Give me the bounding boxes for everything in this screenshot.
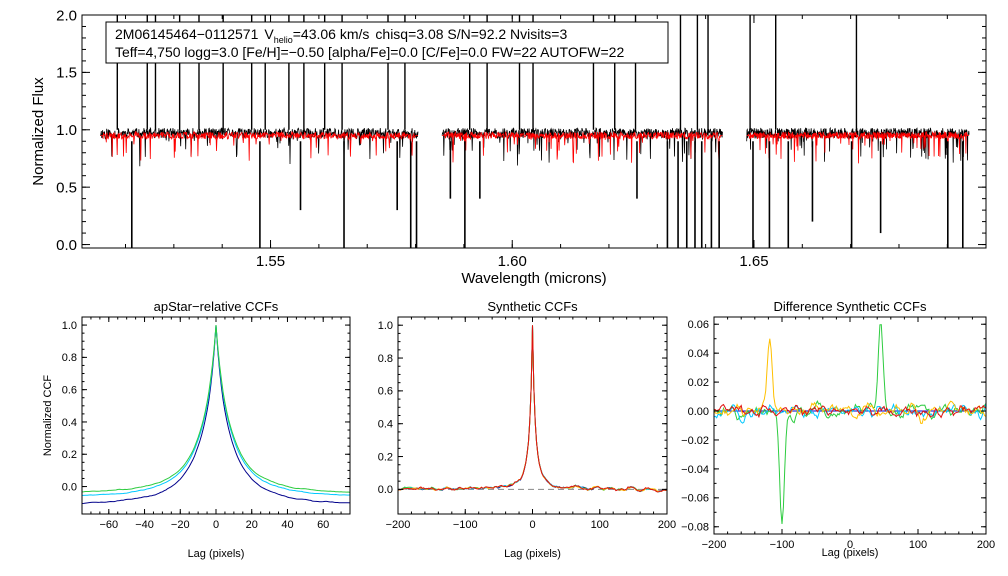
synthetic-ccf-x-axis-label: Lag (pixels) [504,548,561,560]
apstar-ccf-title: apStar−relative CCFs [154,299,279,314]
y-tick-label: 0.00 [688,406,709,418]
green-difference-line [713,324,987,524]
cyan-ccf-line [397,325,668,493]
synthetic-ccf-panel: Synthetic CCFs −200 −100 0 100 200 0.0 0.2 0.4 0… [378,299,676,560]
y-tick-label: 0.6 [378,386,393,398]
y-tick-label: 1.0 [62,320,77,332]
y-tick-label: 1.0 [378,320,393,332]
y-tick-label: −0.02 [681,435,709,447]
difference-ccf-title: Difference Synthetic CCFs [774,299,927,314]
y-tick-label: −0.04 [681,464,709,476]
x-tick-label: −100 [770,539,795,551]
apstar-ccf-plot-area [81,325,351,504]
y-tick-label: 1.5 [56,65,77,82]
x-tick-label: 200 [658,519,676,531]
y-tick-label: 0.0 [62,481,77,493]
yellow-difference-line [713,338,987,425]
annotation-box: 2M06145464−0112571 Vhelio=43.06 km/s chisq… [105,21,669,64]
spectrum-axes: 1.55 1.60 1.65 0.0 0.5 1.0 1.5 2.0 [56,7,986,270]
y-tick-label: −0.08 [681,522,709,534]
apstar-ccf-y-axis-label: Normalized CCF [42,375,54,457]
spectrum-frame [81,14,987,249]
apstar-ccf-frame [81,316,351,515]
annotation-line-1: 2M06145464−0112571 Vhelio=43.06 km/s chisq… [115,26,567,45]
y-tick-label: −0.06 [681,493,709,505]
x-tick-label: 20 [246,519,258,531]
difference-ccf-plot-area [713,324,987,524]
apstar-ccf-x-axis-label: Lag (pixels) [188,548,245,560]
y-tick-label: 2.0 [56,7,77,24]
annotation-line-2: Teff=4,750 logg=3.0 [Fe/H]=−0.50 [alpha/… [115,44,624,60]
synthetic-ccf-title: Synthetic CCFs [487,299,578,314]
x-tick-label: 100 [591,519,609,531]
apstar-ccf-axes: −60 −40 −20 0 20 40 60 0.0 0.2 0.4 0.6 0.8 1.0 [62,316,351,531]
x-tick-label: −20 [171,519,190,531]
v-label: V [264,26,274,42]
y-tick-label: 0.4 [378,419,393,431]
x-tick-label: −200 [386,519,411,531]
x-tick-label: 1.55 [256,253,285,270]
y-tick-label: 0.06 [688,319,709,331]
synthetic-ccf-axes: −200 −100 0 100 200 0.0 0.2 0.4 0.6 0.8 1.0 [378,316,676,531]
y-tick-label: 0.4 [62,417,77,429]
y-tick-label: 0.5 [56,179,77,196]
x-tick-label: −100 [453,519,478,531]
v-subscript: helio [274,35,293,45]
difference-ccf-x-axis-label: Lag (pixels) [822,547,879,559]
y-tick-label: 0.0 [378,484,393,496]
x-tick-label: 0 [529,519,535,531]
blue-ccf-line [397,325,668,493]
difference-ccf-frame [713,316,987,535]
x-tick-label: 60 [317,519,329,531]
y-tick-label: 0.2 [378,451,393,463]
synthetic-ccf-plot-area [397,325,668,493]
green-ccf-line [81,325,351,493]
x-tick-label: 1.60 [498,253,527,270]
x-tick-label: 200 [977,539,995,551]
difference-ccf-axes: −200 −100 0 100 200 −0.08 −0.06 −0.04 −0.02 0.00 0… [681,317,995,551]
yellow-ccf-line [397,325,668,492]
y-tick-label: 0.02 [688,377,709,389]
y-tick-label: 0.2 [62,449,77,461]
red-ccf-line [397,325,668,493]
x-tick-label: 40 [281,519,293,531]
y-tick-label: 0.04 [688,348,709,360]
red-difference-line [713,403,987,419]
spectrum-x-axis-label: Wavelength (microns) [461,270,606,287]
y-tick-label: 0.8 [62,352,77,364]
y-tick-label: 1.0 [56,122,77,139]
x-tick-label: 100 [909,539,927,551]
v-value: =43.06 km/s [293,26,370,42]
blue-ccf-line [81,325,351,504]
x-tick-label: 1.65 [739,253,768,270]
y-tick-label: 0.8 [378,353,393,365]
x-tick-label: 0 [213,519,219,531]
observed-spectrum-line [441,127,723,166]
x-tick-label: −60 [99,519,118,531]
y-tick-label: 0.6 [62,385,77,397]
x-tick-label: −40 [135,519,154,531]
green-ccf-line [397,325,668,493]
apstar-ccf-panel: apStar−relative CCFs −60 −40 −20 0 20 40 60 0.0… [42,299,351,560]
star-id: 2M06145464−0112571 [115,26,259,42]
x-tick-label: 0 [847,539,853,551]
x-tick-label: −200 [702,539,727,551]
y-tick-label: 0.0 [56,237,77,254]
fit-stats: chisq=3.08 S/N=92.2 Nvisits=3 [375,26,567,42]
difference-ccf-panel: Difference Synthetic CCFs −200 −100 0 100 20… [681,299,995,559]
spectrum-panel: 1.55 1.60 1.65 0.0 0.5 1.0 1.5 2.0 Wavelength (… [30,7,987,287]
model-spectrum-line [100,130,418,161]
model-spectrum-line [442,130,723,164]
model-spectrum-line [746,130,970,164]
spectrum-y-axis-label: Normalized Flux [30,77,47,186]
cyan-ccf-line [82,325,351,496]
annotation-box-frame [105,21,669,64]
